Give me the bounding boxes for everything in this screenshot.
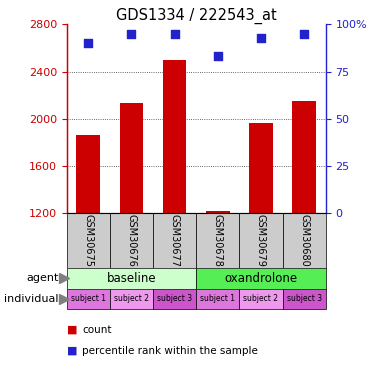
Point [215, 54, 221, 60]
Text: GSM30675: GSM30675 [83, 214, 93, 267]
Bar [76, 135, 100, 213]
Point [258, 34, 264, 40]
Bar [67, 213, 110, 268]
Text: ■: ■ [67, 325, 77, 335]
Text: subject 2: subject 2 [114, 294, 149, 303]
Bar [283, 288, 326, 309]
Text: baseline: baseline [107, 272, 156, 285]
Bar [153, 288, 196, 309]
Title: GDS1334 / 222543_at: GDS1334 / 222543_at [116, 8, 277, 24]
Bar [249, 123, 273, 213]
Text: subject 2: subject 2 [243, 294, 279, 303]
Bar [153, 213, 196, 268]
Bar [163, 60, 186, 213]
Bar [196, 213, 239, 268]
Text: GSM30676: GSM30676 [126, 214, 136, 267]
Bar [239, 213, 283, 268]
Text: agent: agent [27, 273, 59, 283]
Bar [120, 104, 143, 213]
Text: subject 1: subject 1 [71, 294, 106, 303]
Bar [67, 288, 110, 309]
Bar [67, 268, 196, 288]
Text: GSM30677: GSM30677 [170, 214, 179, 267]
Point [171, 31, 178, 37]
Text: GSM30679: GSM30679 [256, 214, 266, 267]
Bar [110, 213, 153, 268]
Text: subject 1: subject 1 [200, 294, 235, 303]
Text: subject 3: subject 3 [157, 294, 192, 303]
Bar [292, 101, 316, 213]
Text: GSM30680: GSM30680 [299, 214, 309, 267]
Point [85, 40, 91, 46]
Text: individual: individual [5, 294, 59, 304]
Point [301, 31, 307, 37]
Bar [239, 288, 283, 309]
Bar [206, 211, 230, 213]
Text: count: count [82, 325, 111, 335]
Bar [196, 288, 239, 309]
Point [128, 31, 134, 37]
Text: subject 3: subject 3 [287, 294, 322, 303]
Text: percentile rank within the sample: percentile rank within the sample [82, 346, 258, 355]
Text: GSM30678: GSM30678 [213, 214, 223, 267]
Bar [110, 288, 153, 309]
Bar [196, 268, 326, 288]
Text: oxandrolone: oxandrolone [224, 272, 298, 285]
Bar [283, 213, 326, 268]
Text: ■: ■ [67, 346, 77, 355]
